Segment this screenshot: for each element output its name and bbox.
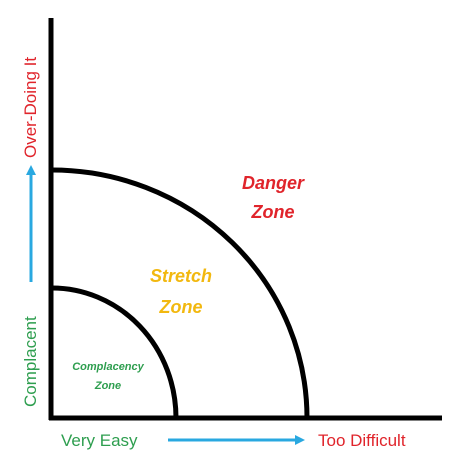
danger-zone-label-line1: Danger [242, 173, 305, 193]
danger-zone-label-line2: Zone [251, 202, 295, 222]
stretch-zone-label-line1: Stretch [150, 266, 212, 286]
complacency-zone-label-line2: Zone [94, 380, 121, 392]
stretch-zone-label-line2: Zone [159, 297, 203, 317]
complacency-zone-label-line1: Complacency [72, 361, 144, 373]
stretch-zone-boundary [51, 167, 310, 419]
x-axis-high-label: Too Difficult [318, 431, 406, 450]
complacency-zone-boundary [51, 285, 179, 419]
x-axis-low-label: Very Easy [61, 431, 138, 450]
y-axis-low-label: Complacent [21, 316, 40, 407]
y-axis-high-label: Over-Doing It [21, 57, 40, 158]
